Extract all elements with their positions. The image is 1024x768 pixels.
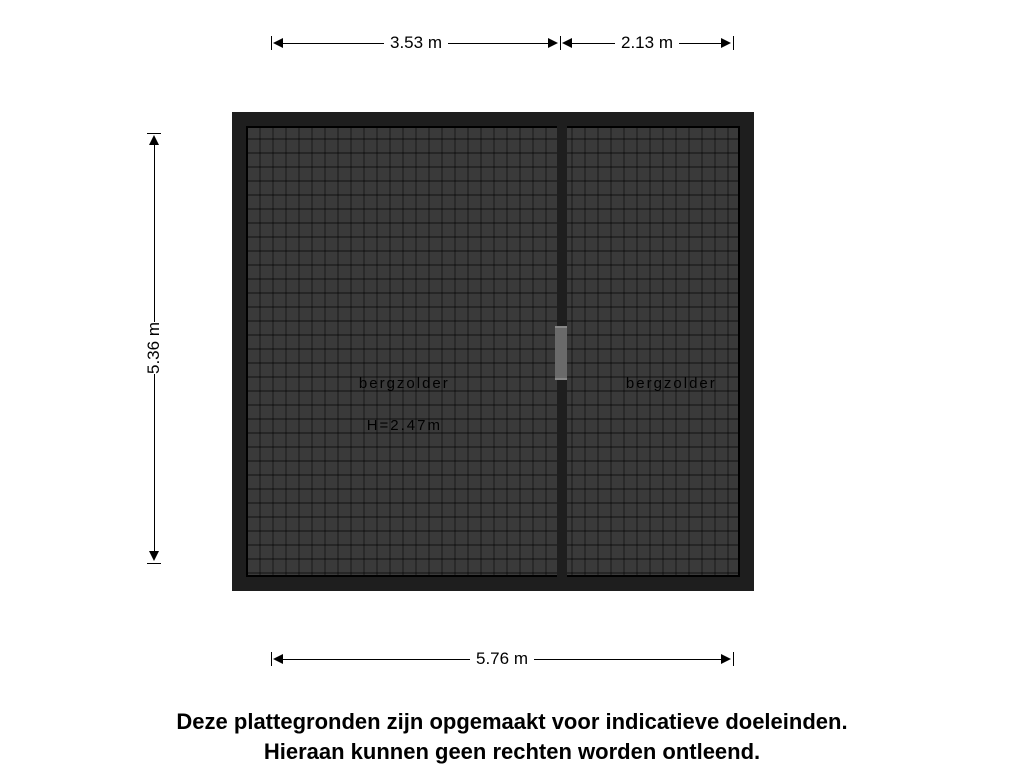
dim-label: 2.13 m <box>615 33 679 53</box>
dim-tick <box>560 36 561 50</box>
dim-tick <box>147 133 161 134</box>
dim-tick <box>147 563 161 564</box>
doorway <box>555 326 567 380</box>
arrow-up-icon <box>149 135 159 145</box>
arrow-left-icon <box>273 654 283 664</box>
room-name: bergzolder <box>359 375 450 392</box>
dim-tick <box>271 652 272 666</box>
dim-tick <box>733 652 734 666</box>
canvas: bergzolder H=2.47m bergzolder 3.53 m 2.1… <box>0 0 1024 768</box>
room-label-left: bergzolder H=2.47m <box>334 352 450 457</box>
arrow-left-icon <box>562 38 572 48</box>
dim-label: 3.53 m <box>384 33 448 53</box>
arrow-left-icon <box>273 38 283 48</box>
dim-label: 5.36 m <box>138 322 170 374</box>
dim-tick <box>271 36 272 50</box>
arrow-right-icon <box>548 38 558 48</box>
disclaimer-line2: Hieraan kunnen geen rechten worden ontle… <box>264 739 760 764</box>
disclaimer: Deze plattegronden zijn opgemaakt voor i… <box>0 707 1024 766</box>
room-name: bergzolder <box>626 375 717 392</box>
dim-label: 5.76 m <box>470 649 534 669</box>
arrow-down-icon <box>149 551 159 561</box>
arrow-right-icon <box>721 654 731 664</box>
arrow-right-icon <box>721 38 731 48</box>
disclaimer-line1: Deze plattegronden zijn opgemaakt voor i… <box>176 709 847 734</box>
room-label-right: bergzolder <box>601 352 717 415</box>
room-sublabel: H=2.47m <box>367 417 442 434</box>
dim-tick <box>733 36 734 50</box>
